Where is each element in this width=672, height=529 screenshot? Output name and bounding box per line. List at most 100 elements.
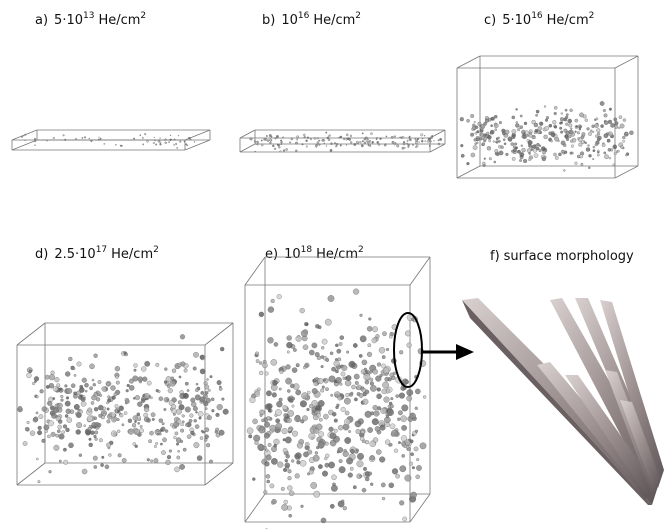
bubble <box>335 146 337 148</box>
bubble <box>62 431 65 434</box>
bubble <box>597 139 600 142</box>
bubble <box>494 115 497 118</box>
dose-exponent: 16 <box>531 11 543 21</box>
bubble <box>512 135 516 139</box>
bubble <box>106 443 111 448</box>
bubble <box>491 125 493 127</box>
dose-exponent: 18 <box>301 245 313 255</box>
bubble <box>253 435 260 442</box>
bubble <box>265 462 270 467</box>
bubble <box>589 154 592 157</box>
bubble <box>370 483 373 486</box>
bubble <box>341 372 345 376</box>
bubble <box>89 443 93 447</box>
bubble <box>283 150 285 152</box>
bubble <box>155 140 156 141</box>
bubble <box>415 430 418 433</box>
bubble <box>140 135 141 136</box>
bubble <box>407 140 409 142</box>
bubble <box>460 117 464 121</box>
bubble <box>287 351 290 354</box>
bubble <box>280 151 282 153</box>
bubble <box>36 396 39 399</box>
bubble <box>522 148 526 152</box>
caption: surface morphology <box>504 249 634 264</box>
bubble <box>560 131 563 134</box>
bubble <box>267 416 271 420</box>
bubble <box>334 361 340 367</box>
bubble <box>430 137 431 138</box>
bubble <box>420 443 426 449</box>
bubble <box>165 139 166 140</box>
bubble <box>204 381 208 385</box>
bubble <box>419 142 420 143</box>
bubble <box>177 147 178 148</box>
bubble <box>335 344 338 347</box>
bubble <box>272 499 277 504</box>
bubble <box>353 486 356 489</box>
bubble <box>604 114 608 118</box>
bubble <box>565 116 568 119</box>
bubble <box>585 119 588 122</box>
bubble <box>323 139 325 141</box>
bubble <box>495 129 497 131</box>
bubble <box>425 141 426 142</box>
bubble <box>363 467 367 471</box>
bubble <box>383 368 389 374</box>
bubble <box>73 392 76 395</box>
bubble <box>219 430 225 436</box>
bubble <box>259 427 266 434</box>
bubble <box>162 438 166 442</box>
bubble <box>590 130 592 132</box>
bubble <box>532 145 536 149</box>
bubble <box>51 371 55 375</box>
bubble <box>387 409 394 416</box>
bubble <box>140 425 143 428</box>
bubble <box>415 407 418 410</box>
bubble <box>266 474 270 478</box>
bubble <box>178 400 182 404</box>
bubble <box>57 384 61 388</box>
bubble <box>385 440 390 445</box>
bubble <box>378 144 380 146</box>
bubble <box>484 137 487 140</box>
bubble <box>271 359 277 365</box>
bubble <box>317 378 323 384</box>
bubble <box>396 395 399 398</box>
bubble <box>176 409 182 415</box>
bubble <box>322 386 325 389</box>
bubble <box>182 415 185 418</box>
bubble <box>195 388 198 391</box>
bubble <box>287 389 290 392</box>
bubble <box>222 398 225 401</box>
box-edge <box>205 323 233 345</box>
bubble <box>367 141 369 143</box>
bubble <box>359 354 362 357</box>
bubble <box>272 380 277 385</box>
bubble <box>126 389 129 392</box>
bubble <box>561 113 563 115</box>
bubble <box>321 346 324 349</box>
bubble <box>304 136 306 138</box>
bubble <box>279 388 282 391</box>
bubble <box>128 419 132 423</box>
bubble <box>397 418 400 421</box>
bubble <box>259 371 263 375</box>
bubble <box>205 428 209 432</box>
bubble <box>276 419 280 423</box>
bubble <box>53 397 55 399</box>
bubble <box>407 343 412 348</box>
bubble <box>307 450 312 455</box>
bubble <box>285 459 288 462</box>
bubble <box>338 425 343 430</box>
bubble <box>328 462 334 468</box>
bubble <box>285 463 290 468</box>
bubble <box>160 143 162 145</box>
bubble <box>65 372 70 377</box>
bubble <box>309 433 316 440</box>
bubble <box>195 425 199 429</box>
bubble <box>99 137 100 138</box>
bubble <box>99 414 103 418</box>
bubble <box>139 428 143 432</box>
bubble <box>292 405 295 408</box>
